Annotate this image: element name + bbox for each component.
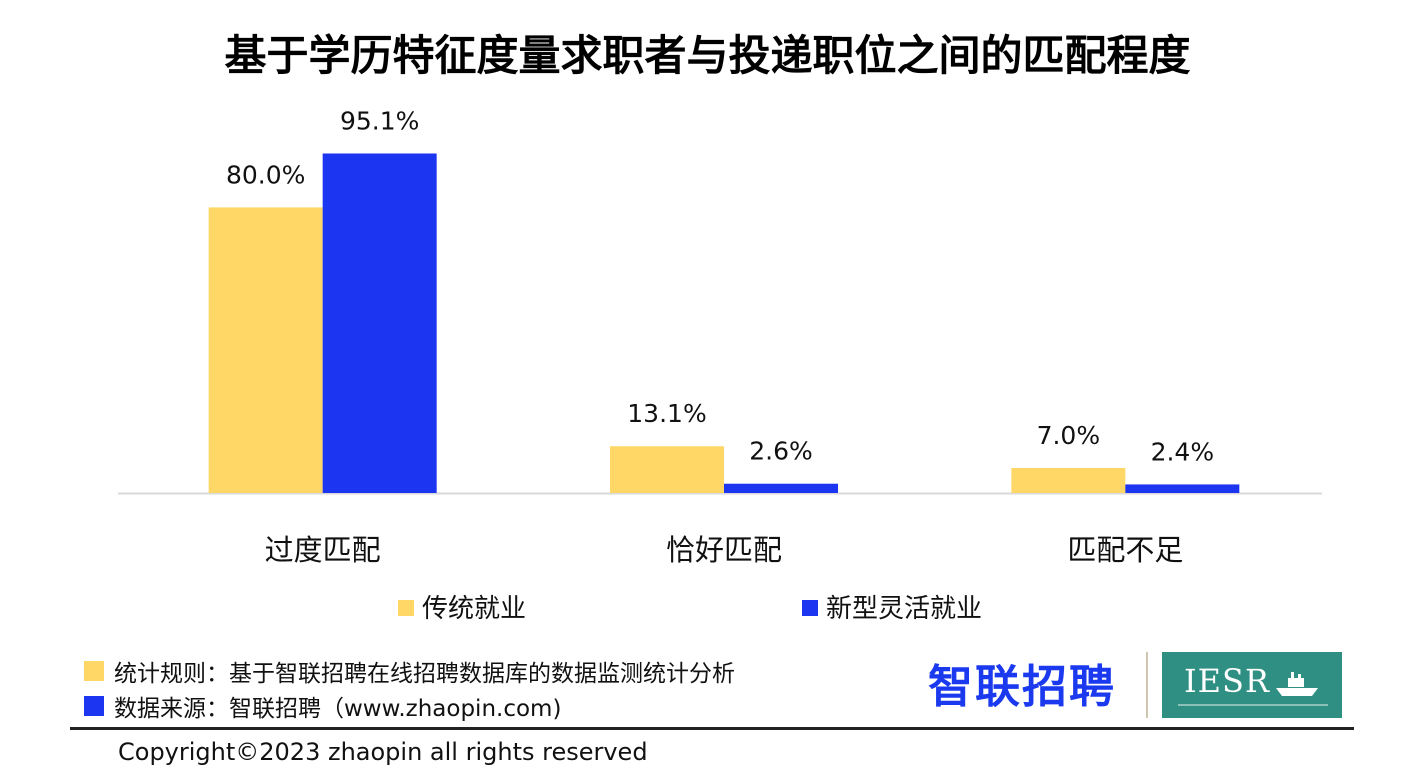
note-swatch-blue xyxy=(84,696,104,716)
copyright-text: Copyright©2023 zhaopin all rights reserv… xyxy=(118,738,648,766)
bar-chart: 80.0% 95.1% 过度匹配 13.1% 2.6% 恰好匹配 7.0% 2.4% 匹配不足传… xyxy=(118,106,1322,624)
iesr-logo: IESR xyxy=(1162,652,1342,718)
note-statistics-rule: 统计规则：基于智联招聘在线招聘数据库的数据监测统计分析 xyxy=(84,656,735,687)
category-label: 恰好匹配 xyxy=(666,533,782,567)
note-text: 统计规则：基于智联招聘在线招聘数据库的数据监测统计分析 xyxy=(114,661,735,687)
note-data-source: 数据来源：智联招聘（www.zhaopin.com) xyxy=(84,691,735,722)
bar-flexible xyxy=(724,483,838,493)
bar-traditional xyxy=(1011,468,1126,493)
data-label: 13.1% xyxy=(627,399,706,428)
bar-flexible xyxy=(1125,484,1240,493)
note-text: 数据来源：智联招聘（www.zhaopin.com) xyxy=(114,696,562,722)
bar-traditional xyxy=(610,446,724,493)
data-label: 2.6% xyxy=(749,437,813,466)
legend-label: 传统就业 xyxy=(422,594,526,624)
data-label: 7.0% xyxy=(1037,421,1101,450)
category-label: 过度匹配 xyxy=(265,533,381,567)
boat-icon xyxy=(1276,672,1318,696)
zhaopin-logo: 智联招聘 xyxy=(928,660,1117,713)
iesr-logo-tagline xyxy=(1178,704,1328,706)
data-label: 80.0% xyxy=(226,160,305,189)
category-label: 匹配不足 xyxy=(1067,533,1183,567)
bar-flexible xyxy=(322,153,437,494)
logo-divider xyxy=(1146,652,1148,718)
legend-label: 新型灵活就业 xyxy=(826,594,982,624)
chart-title: 基于学历特征度量求职者与投递职位之间的匹配程度 xyxy=(224,31,1191,80)
legend-swatch xyxy=(398,600,414,616)
data-label: 95.1% xyxy=(340,106,419,135)
iesr-logo-text: IESR xyxy=(1184,662,1271,700)
data-label: 2.4% xyxy=(1151,437,1215,466)
bar-traditional xyxy=(208,207,323,493)
footer-rule xyxy=(70,727,1354,730)
note-swatch-yellow xyxy=(84,661,104,681)
legend-swatch xyxy=(802,600,818,616)
footer-notes: 统计规则：基于智联招聘在线招聘数据库的数据监测统计分析 数据来源：智联招聘（ww… xyxy=(84,656,735,726)
